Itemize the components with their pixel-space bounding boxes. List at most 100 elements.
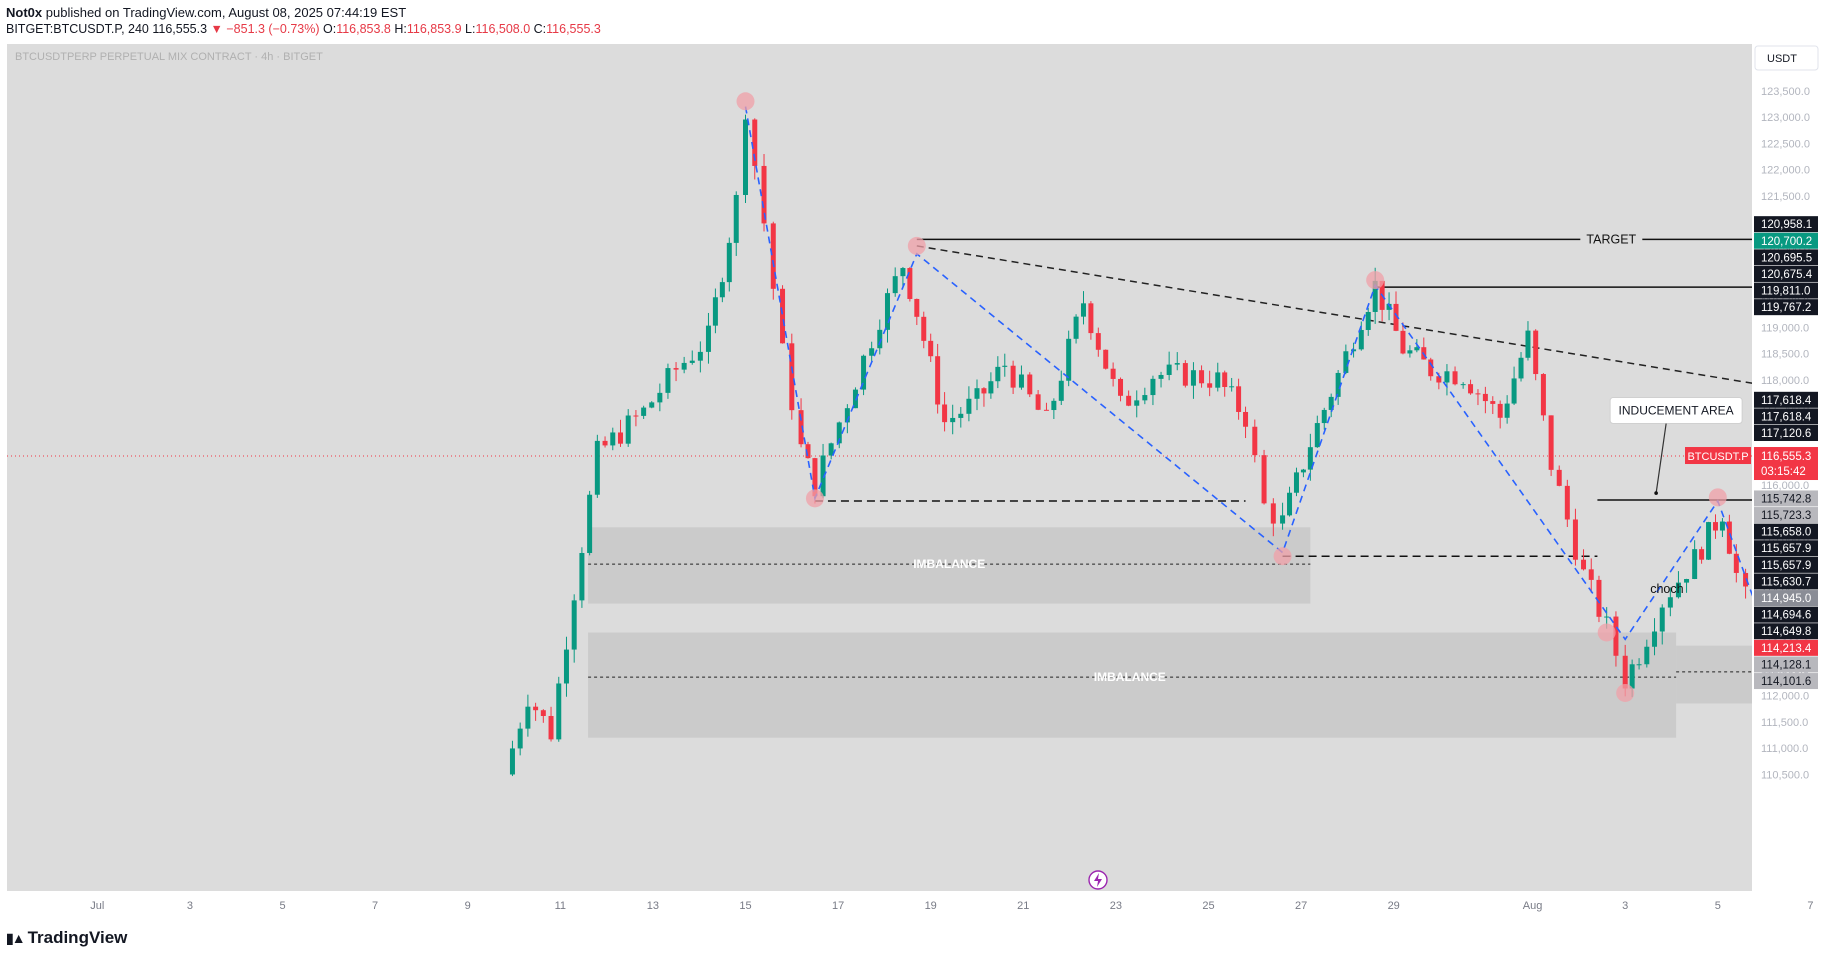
candle-body[interactable] xyxy=(752,119,758,166)
candle-body[interactable] xyxy=(995,366,1001,382)
candle-body[interactable] xyxy=(805,444,811,459)
candle-body[interactable] xyxy=(1386,303,1392,310)
candle-body[interactable] xyxy=(798,410,804,445)
price-tag[interactable] xyxy=(1754,590,1818,607)
candle-body[interactable] xyxy=(743,119,748,195)
tradingview-logo[interactable]: ▮▲ TradingView xyxy=(6,928,127,948)
candle-body[interactable] xyxy=(1280,515,1286,524)
candle-body[interactable] xyxy=(1027,374,1033,395)
candle-body[interactable] xyxy=(1321,409,1327,424)
candle-body[interactable] xyxy=(1118,378,1124,396)
candle-body[interactable] xyxy=(828,443,834,456)
price-tag[interactable] xyxy=(1754,523,1818,540)
candle-body[interactable] xyxy=(1604,616,1610,618)
candle-body[interactable] xyxy=(1548,415,1554,470)
candle-body[interactable] xyxy=(928,340,934,357)
candle-body[interactable] xyxy=(914,298,920,317)
candle-body[interactable] xyxy=(1636,664,1642,666)
candle-body[interactable] xyxy=(1088,303,1094,334)
candle-body[interactable] xyxy=(1365,311,1371,330)
candle-body[interactable] xyxy=(1428,359,1434,377)
price-tag[interactable] xyxy=(1754,673,1818,690)
candle-body[interactable] xyxy=(1393,303,1399,331)
candle-body[interactable] xyxy=(1372,280,1378,312)
candle-body[interactable] xyxy=(563,649,569,684)
candle-body[interactable] xyxy=(852,389,858,409)
candle-body[interactable] xyxy=(689,360,695,363)
price-tag[interactable] xyxy=(1754,639,1818,656)
candle-body[interactable] xyxy=(657,392,663,403)
candle-body[interactable] xyxy=(1743,572,1749,587)
candle-body[interactable] xyxy=(1307,447,1313,470)
price-tag[interactable] xyxy=(1754,408,1818,425)
candle-body[interactable] xyxy=(556,683,562,740)
price-tag[interactable] xyxy=(1754,507,1818,524)
candle-body[interactable] xyxy=(1358,329,1364,350)
price-tag[interactable] xyxy=(1754,540,1818,557)
price-tag[interactable] xyxy=(1754,606,1818,623)
candle-body[interactable] xyxy=(761,165,767,224)
candle-body[interactable] xyxy=(697,351,703,361)
symbol-tag[interactable] xyxy=(1685,447,1751,465)
candle-body[interactable] xyxy=(1504,403,1510,418)
candle-body[interactable] xyxy=(1659,607,1665,632)
candle-body[interactable] xyxy=(1482,393,1488,402)
candle-body[interactable] xyxy=(1018,374,1024,388)
candle-body[interactable] xyxy=(1142,395,1148,401)
candle-body[interactable] xyxy=(579,553,585,601)
candle-body[interactable] xyxy=(812,458,818,497)
candle-body[interactable] xyxy=(1166,364,1172,375)
candle-body[interactable] xyxy=(1343,351,1349,373)
candle-body[interactable] xyxy=(1150,378,1156,396)
candle-body[interactable] xyxy=(719,282,725,298)
candle-body[interactable] xyxy=(1051,400,1057,411)
candle-body[interactable] xyxy=(1533,330,1539,375)
candle-body[interactable] xyxy=(770,223,776,289)
plot-background[interactable] xyxy=(7,44,1752,919)
candle-body[interactable] xyxy=(836,422,842,444)
candle-body[interactable] xyxy=(921,316,927,341)
price-tag[interactable] xyxy=(1754,299,1818,316)
candle-body[interactable] xyxy=(1293,472,1299,493)
price-tag[interactable] xyxy=(1754,282,1818,299)
candle-body[interactable] xyxy=(950,417,956,423)
candle-body[interactable] xyxy=(681,362,687,370)
candle-body[interactable] xyxy=(602,440,608,446)
candle-body[interactable] xyxy=(1518,357,1524,379)
candle-body[interactable] xyxy=(1043,409,1049,411)
candle-body[interactable] xyxy=(1270,503,1276,524)
time-axis[interactable] xyxy=(7,891,1752,919)
pivot-marker[interactable] xyxy=(1708,488,1727,507)
candle-body[interactable] xyxy=(548,715,554,740)
candle-body[interactable] xyxy=(789,343,795,411)
candle-body[interactable] xyxy=(1712,522,1718,531)
candle-body[interactable] xyxy=(974,388,980,399)
zone-imbalance-2[interactable] xyxy=(588,632,1677,738)
pivot-marker[interactable] xyxy=(1366,271,1385,290)
price-tag[interactable] xyxy=(1754,556,1818,573)
chart-container[interactable]: TARGETTARGETTARGETBoSchochIMBALANCEIMBAL… xyxy=(7,44,1829,919)
candle-body[interactable] xyxy=(1035,394,1041,410)
candle-body[interactable] xyxy=(540,710,546,716)
pivot-marker[interactable] xyxy=(1273,547,1292,566)
candle-body[interactable] xyxy=(861,355,867,390)
candle-body[interactable] xyxy=(649,402,655,408)
candle-body[interactable] xyxy=(844,408,850,423)
candle-body[interactable] xyxy=(1699,549,1705,560)
candle-body[interactable] xyxy=(1596,579,1602,617)
candle-body[interactable] xyxy=(673,368,679,370)
candle-body[interactable] xyxy=(1103,349,1109,369)
candle-body[interactable] xyxy=(1199,370,1205,384)
candle-body[interactable] xyxy=(1444,371,1450,383)
candle-body[interactable] xyxy=(1287,492,1293,516)
pivot-marker[interactable] xyxy=(1616,683,1635,702)
candle-body[interactable] xyxy=(1207,383,1213,388)
candle-body[interactable] xyxy=(1414,347,1420,351)
candle-body[interactable] xyxy=(942,404,948,423)
price-tag[interactable] xyxy=(1754,573,1818,590)
candle-body[interactable] xyxy=(1328,396,1334,410)
candle-body[interactable] xyxy=(1525,330,1531,358)
candle-body[interactable] xyxy=(1058,380,1064,401)
candle-body[interactable] xyxy=(1351,349,1357,352)
candle-body[interactable] xyxy=(935,356,941,405)
